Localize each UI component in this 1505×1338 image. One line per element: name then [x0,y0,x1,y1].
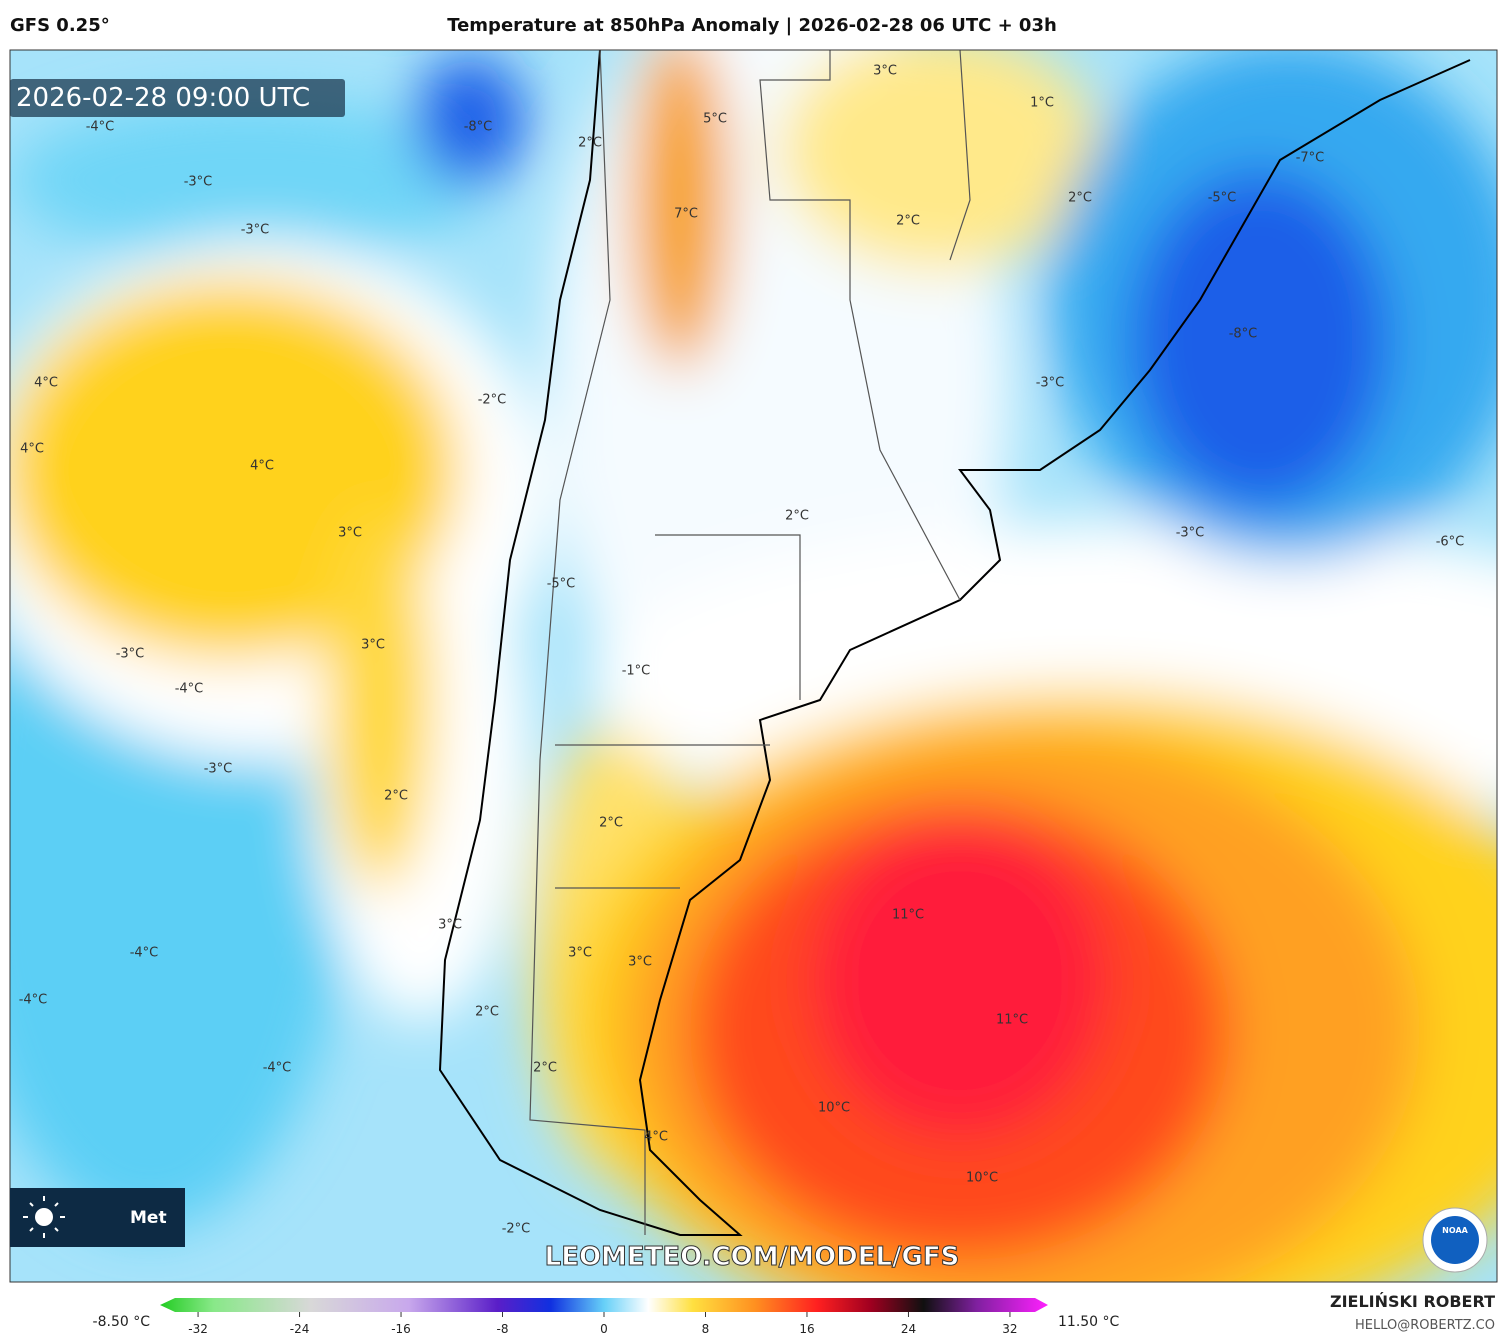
contour-label: -3°C [1176,526,1205,541]
contour-label: 7°C [674,207,698,222]
colorbar-tick-label: -16 [391,1322,411,1336]
colorbar-tick-label: 8 [702,1322,710,1336]
colorbar-tick-label: 0 [600,1322,608,1336]
contour-label: 11°C [892,908,924,923]
contour-label: 2°C [533,1061,557,1076]
contour-label: -4°C [130,946,159,961]
borders [529,50,971,1235]
contour-label: 5°C [703,112,727,127]
contour-label: 3°C [568,946,592,961]
colorbar-tick-label: -32 [188,1322,208,1336]
contour-label: -3°C [184,175,213,190]
contour-label: -2°C [478,393,507,408]
contour-label: 2°C [896,214,920,229]
contour-label: 3°C [873,64,897,79]
colorbar-tick-label: 24 [901,1322,916,1336]
coastline [438,50,1471,1236]
author: ZIELIŃSKI ROBERT [1330,1292,1495,1311]
contour-label: 3°C [338,526,362,541]
sun-icon [35,1208,53,1226]
colorbar-tick-label: 32 [1002,1322,1017,1336]
contour-label: -3°C [241,223,270,238]
contour-labels: -4°C -8°C -3°C -3°C 2°C 5°C 7°C 3°C 1°C 2°C 2°C -7°… [19,64,1465,1237]
contour-label: 10°C [966,1171,998,1186]
contour-label: 2°C [475,1005,499,1020]
contour-label: -3°C [204,762,233,777]
contour-label: 2°C [785,509,809,524]
contact: HELLO@ROBERTZ.CO [1355,1318,1495,1333]
contour-label: 3°C [438,918,462,933]
colorbar [160,1298,1048,1312]
colorbar-ticks: -32 -24 -16 -8 0 8 16 24 32 [188,1312,1018,1336]
contour-label: 1°C [1030,96,1054,111]
contour-label: -4°C [86,120,115,135]
sun-rays [23,1196,65,1238]
contour-label: -2°C [502,1222,531,1237]
contour-label: 2°C [578,136,602,151]
contour-label: 2°C [599,816,623,831]
contour-label: 3°C [628,955,652,970]
noaa-text: NOAA [1442,1226,1468,1235]
contour-label: -3°C [1036,376,1065,391]
model-name: GFS 0.25° [10,15,110,36]
watermark: LEOMETEO.COM/MODEL/GFS [545,1242,960,1272]
contour-label: 4°C [644,1130,668,1145]
colorbar-tick-label: 16 [799,1322,814,1336]
time-box [10,79,345,117]
map-frame [9,49,1498,1283]
contour-label: -8°C [1229,327,1258,342]
colorbar-tick-label: -8 [497,1322,509,1336]
contour-label: -5°C [1208,191,1237,206]
contour-label: -8°C [464,120,493,135]
min-value: -8.50 °C [93,1314,151,1330]
contour-label: 2°C [384,789,408,804]
contour-label: 4°C [250,459,274,474]
contour-label: 4°C [34,376,58,391]
contour-label: 10°C [818,1101,850,1116]
logo-text: Met [130,1208,167,1228]
contour-label: 4°C [20,442,44,457]
contour-label: -4°C [175,682,204,697]
contour-label: 11°C [996,1013,1028,1028]
contour-label: -6°C [1436,535,1465,550]
map-title: Temperature at 850hPa Anomaly | 2026-02-… [447,15,1057,36]
contour-label: -1°C [622,664,651,679]
noaa-inner [1431,1216,1479,1264]
contour-label: -4°C [19,993,48,1008]
contour-label: -4°C [263,1061,292,1076]
contour-label: 2°C [1068,191,1092,206]
colorbar-tick-label: -24 [290,1322,310,1336]
contour-label: -5°C [547,577,576,592]
max-value: 11.50 °C [1058,1314,1120,1330]
contour-label: -7°C [1296,151,1325,166]
contour-label: -3°C [116,647,145,662]
contour-label: 3°C [361,638,385,653]
valid-time: 2026-02-28 09:00 UTC [16,83,310,113]
